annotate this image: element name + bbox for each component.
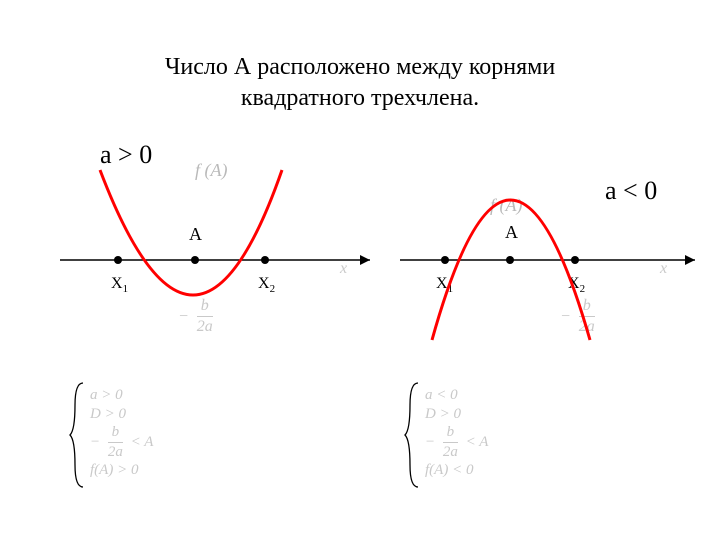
x1-label-left: X1 <box>111 275 128 295</box>
cond-left-4: f(A) > 0 <box>90 462 153 479</box>
brace-left <box>68 380 88 490</box>
title-line-1: Число А расположено между корнями <box>165 54 555 80</box>
cond-left-1: a > 0 <box>90 387 153 404</box>
conditions-left: a > 0 D > 0 − b 2a < A f(A) > 0 <box>90 385 153 481</box>
A-label-right: A <box>505 222 518 243</box>
cond-right-3: − b 2a < A <box>425 425 488 460</box>
cond-left-3: − b 2a < A <box>90 425 153 460</box>
brace-right <box>403 380 423 490</box>
A-label-left: A <box>189 224 202 245</box>
x2-label-left: X2 <box>258 275 275 295</box>
title-line-2: квадратного трехчлена. <box>241 85 479 111</box>
coef-left: a > 0 <box>100 140 152 170</box>
conditions-right: a < 0 D > 0 − b 2a < A f(A) < 0 <box>425 385 488 481</box>
cond-right-1: a < 0 <box>425 387 488 404</box>
cond-right-4: f(A) < 0 <box>425 462 488 479</box>
vertex-frac-right: − b 2a <box>560 298 595 335</box>
x-axis-label-left: x <box>340 260 347 278</box>
fA-label-right: f (A) <box>490 195 522 216</box>
vertex-frac-left: − b 2a <box>178 298 213 335</box>
coef-right: a < 0 <box>605 176 657 206</box>
cond-left-2: D > 0 <box>90 406 153 423</box>
x-axis-label-right: x <box>660 260 667 278</box>
x1-label-right: X1 <box>436 275 453 295</box>
x2-label-right: X2 <box>568 275 585 295</box>
page-title: Число А расположено между корнями квадра… <box>0 52 720 114</box>
fA-label-left: f (A) <box>195 160 227 181</box>
cond-right-2: D > 0 <box>425 406 488 423</box>
